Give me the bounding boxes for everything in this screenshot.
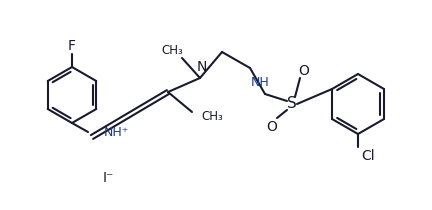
Text: F: F [68, 39, 76, 53]
Text: O: O [267, 120, 277, 134]
Text: N: N [197, 60, 207, 74]
Text: NH: NH [251, 76, 270, 89]
Text: Cl: Cl [361, 149, 375, 163]
Text: CH₃: CH₃ [161, 43, 183, 56]
Text: NH⁺: NH⁺ [104, 126, 129, 139]
Text: CH₃: CH₃ [201, 110, 223, 123]
Text: I⁻: I⁻ [102, 171, 114, 185]
Text: O: O [299, 64, 309, 78]
Text: S: S [287, 97, 297, 112]
